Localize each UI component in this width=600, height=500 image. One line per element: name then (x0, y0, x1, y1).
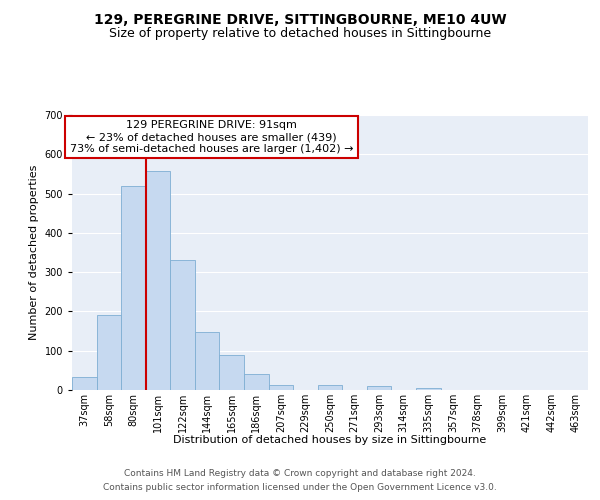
Text: 129 PEREGRINE DRIVE: 91sqm
← 23% of detached houses are smaller (439)
73% of sem: 129 PEREGRINE DRIVE: 91sqm ← 23% of deta… (70, 120, 353, 154)
Text: 129, PEREGRINE DRIVE, SITTINGBOURNE, ME10 4UW: 129, PEREGRINE DRIVE, SITTINGBOURNE, ME1… (94, 12, 506, 26)
Bar (97, 316, 121, 390)
Bar (269, 386, 293, 390)
X-axis label: Distribution of detached houses by size in Sittingbourne: Distribution of detached houses by size … (173, 435, 487, 445)
Bar (146, 171, 170, 390)
Y-axis label: Number of detached properties: Number of detached properties (29, 165, 39, 340)
Text: Contains public sector information licensed under the Open Government Licence v3: Contains public sector information licen… (103, 484, 497, 492)
Bar (220, 356, 244, 390)
Bar (121, 186, 146, 390)
Bar (318, 386, 342, 390)
Bar (170, 260, 195, 390)
Bar (195, 332, 220, 390)
Text: Contains HM Land Registry data © Crown copyright and database right 2024.: Contains HM Land Registry data © Crown c… (124, 468, 476, 477)
Text: Size of property relative to detached houses in Sittingbourne: Size of property relative to detached ho… (109, 28, 491, 40)
Bar (367, 386, 391, 390)
Bar (416, 388, 440, 390)
Bar (72, 377, 97, 390)
Bar (244, 374, 269, 390)
